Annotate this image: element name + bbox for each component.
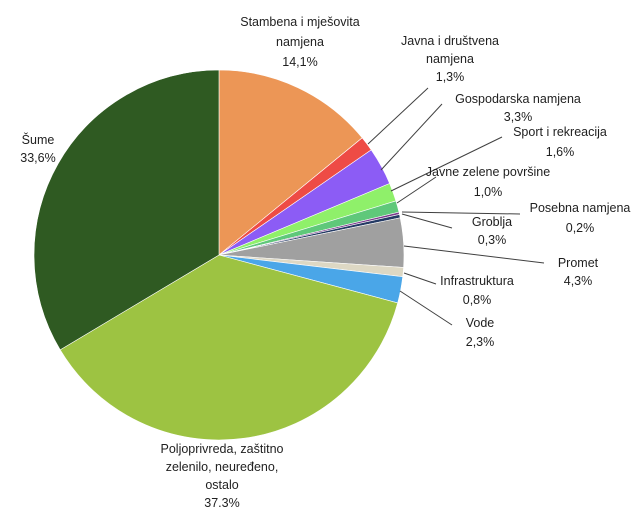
slice-label-line: namjena <box>276 35 324 49</box>
slice-label-line: 1,6% <box>546 145 575 159</box>
slice-label-line: 14,1% <box>282 55 317 69</box>
slice-labels: Stambena i mješovita namjena 14,1% Javna i … <box>20 15 630 507</box>
slice-label-line: namjena <box>426 52 474 66</box>
slice-label-line: 0,8% <box>463 293 492 307</box>
pie-slice-10 <box>59 254 399 441</box>
slice-label-line: 37.3% <box>204 496 239 507</box>
slice-label-6: Groblja 0,3% <box>472 215 512 247</box>
slice-label-line: Sport i rekreacija <box>513 125 607 139</box>
slice-label-line: zelenilo, neuređeno, <box>166 460 279 474</box>
pie-slice-0 <box>218 69 363 256</box>
pie-slices <box>33 69 405 441</box>
slice-label-line: Gospodarska namjena <box>455 92 581 106</box>
slice-label-line: Infrastruktura <box>440 274 514 288</box>
slice-label-line: 0,3% <box>478 233 507 247</box>
slice-label-11: Šume 33,6% <box>20 132 55 165</box>
slice-label-0: Stambena i mješovita namjena 14,1% <box>240 15 360 69</box>
leader-line-7 <box>403 245 545 264</box>
slice-label-line: 4,3% <box>564 274 593 288</box>
slice-label-line: Poljoprivreda, zaštitno <box>161 442 284 456</box>
slice-label-line: Groblja <box>472 215 512 229</box>
slice-label-9: Vode 2,3% <box>466 316 495 349</box>
slice-label-line: Javna i društvena <box>401 34 499 48</box>
leader-lines <box>367 87 545 326</box>
slice-label-line: 3,3% <box>504 110 533 124</box>
slice-label-10: Poljoprivreda, zaštitno zelenilo, neuređe… <box>161 442 284 507</box>
pie-slice-11 <box>33 69 220 351</box>
slice-label-line: 2,3% <box>466 335 495 349</box>
slice-label-line: Promet <box>558 256 599 270</box>
slice-label-line: 1,0% <box>474 185 503 199</box>
slice-label-line: Šume <box>22 132 55 147</box>
slice-label-line: Vode <box>466 316 495 330</box>
slice-label-7: Promet 4,3% <box>558 256 599 288</box>
slice-label-1: Javna i društvena namjena 1,3% <box>401 34 499 84</box>
slice-label-8: Infrastruktura 0,8% <box>440 274 514 307</box>
slice-label-line: Posebna namjena <box>530 201 631 215</box>
slice-label-3: Sport i rekreacija 1,6% <box>513 125 607 159</box>
leader-line-9 <box>399 290 453 326</box>
slice-label-line: Javne zelene površine <box>426 165 550 179</box>
leader-line-4 <box>396 176 437 204</box>
leader-line-6 <box>401 213 453 229</box>
slice-label-2: Gospodarska namjena 3,3% <box>455 92 581 124</box>
leader-line-2 <box>380 103 443 171</box>
leader-line-8 <box>403 272 437 285</box>
leader-line-1 <box>367 87 429 145</box>
leader-line-3 <box>390 136 503 192</box>
slice-label-5: Posebna namjena 0,2% <box>530 201 631 235</box>
slice-label-line: Stambena i mješovita <box>240 15 360 29</box>
slice-label-line: 0,2% <box>566 221 595 235</box>
slice-label-line: 33,6% <box>20 151 55 165</box>
leader-line-5 <box>401 211 521 215</box>
slice-label-line: 1,3% <box>436 70 465 84</box>
slice-label-4: Javne zelene površine 1,0% <box>426 165 550 199</box>
slice-label-line: ostalo <box>205 478 238 492</box>
